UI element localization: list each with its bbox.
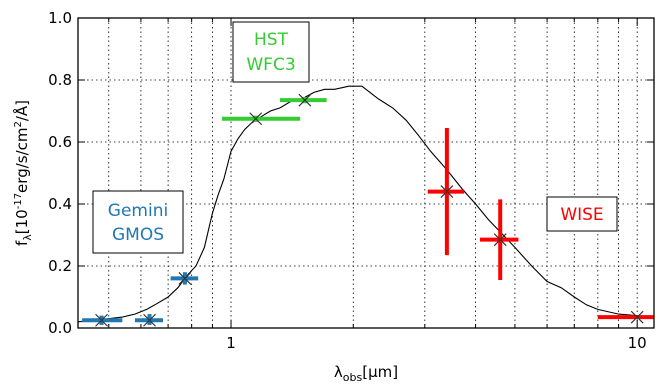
annotation-box [546,196,618,232]
series-hst-wfc3 [221,93,327,126]
y-axis-subscript: λ [21,234,34,241]
annotation-line-1: WISE [560,205,603,225]
y-axis-unit-pre: [10 [13,209,31,234]
x-axis-unit: [μm] [362,363,398,381]
data-point-marker [143,313,156,327]
annotation-line-2: GMOS [112,225,164,245]
grid-lines [78,18,654,328]
annotation-line-1: Gemini [108,201,168,221]
annotation-line-1: HST [254,30,289,50]
y-axis-unit-exp: -17 [13,193,24,209]
x-axis-label: λobs[μm] [334,363,398,384]
y-tick-label: 0.0 [48,319,72,337]
y-axis-unit-exp2: 2 [13,121,24,127]
axis-ticks: 0.0 0.2 0.4 0.6 0.8 1.0 1 10 [48,9,654,352]
y-tick-label: 0.6 [48,133,72,151]
y-tick-label: 0.2 [48,257,72,275]
y-tick-label: 0.8 [48,71,72,89]
data-point-marker [178,271,192,285]
template-spectrum-line [77,85,655,323]
x-tick-label: 10 [628,334,647,352]
data-point-marker [298,93,312,107]
annotation-box [92,190,184,254]
data-point-marker [95,313,108,327]
annotation-wise: WISE [546,196,618,232]
y-tick-label: 1.0 [48,9,72,27]
x-axis-symbol: λ [334,363,343,381]
photometry-series [82,93,654,327]
y-axis-unit-post: /Å] [12,100,31,121]
x-tick-label: 1 [226,334,236,352]
data-point-marker [440,185,454,199]
annotation-box [232,21,310,83]
annotation-line-2: WFC3 [246,55,295,75]
plot-frame [77,17,655,329]
annotation-gemini-gmos: Gemini GMOS [92,190,184,254]
data-point-marker [493,233,507,247]
series-gemini-gmos [82,271,199,327]
annotation-hst-wfc3: HST WFC3 [232,21,310,83]
y-axis-label: fλ[10-17erg/s/cm2/Å] [12,100,34,246]
data-point-marker [630,310,644,324]
y-tick-label: 0.4 [48,195,72,213]
series-wise [427,128,654,324]
y-axis-symbol: f [13,240,31,246]
x-axis-subscript: obs [343,371,363,384]
data-point-marker [249,112,263,126]
template-spectrum [77,85,655,323]
y-axis-unit-mid: erg/s/cm [13,128,31,193]
